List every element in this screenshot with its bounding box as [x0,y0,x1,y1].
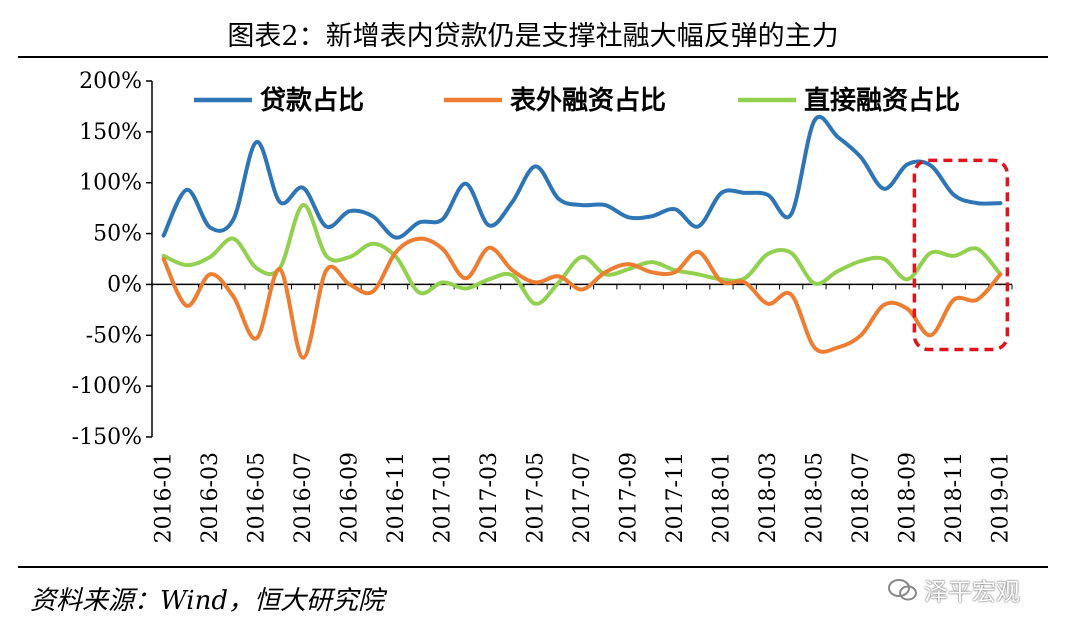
y-tick-label: 150% [79,120,142,145]
legend-label-offbalance: 表外融资占比 [510,86,666,116]
direct-series-line [161,203,1003,306]
watermark-text: 泽平宏观 [924,578,1020,606]
source-note: 资料来源：Wind，恒大研究院 [30,586,384,616]
y-tick-label: -150% [72,425,142,450]
y-tick-label: -50% [86,323,142,348]
offbalance-series-line [161,236,1003,360]
top-divider [18,56,1048,58]
bottom-divider [18,566,1048,568]
x-tick-label: 2017-05 [524,452,549,543]
x-tick-label: 2017-01 [431,452,456,543]
line-chart: -150%-100%-50%0%50%100%150%200% 2016-01 2… [72,69,1014,543]
x-tick-label: 2018-01 [709,452,734,543]
x-tick-label: 2017-09 [616,452,641,543]
loans-series-line [161,114,1003,240]
watermark: 泽平宏观 [888,572,1020,607]
x-tick-label: 2017-11 [663,452,688,543]
x-tick-label: 2016-11 [384,452,409,543]
x-tick-label: 2017-03 [477,452,502,543]
wechat-icon [888,578,917,600]
x-tick-label: 2016-01 [152,452,177,543]
chart-title: 图表2：新增表内贷款仍是支撑社融大幅反弹的主力 [227,21,839,52]
x-axis-ticks: 2016-01 2016-03 2016-05 2016-07 2016-09 2016-… [151,284,1013,543]
y-axis-ticks: -150% -100% -50% 0% 50% 100% 150% 200% [72,69,152,450]
highlight-rectangle [912,158,1010,352]
legend-label-direct: 直接融资占比 [804,86,960,116]
x-tick-label: 2017-07 [570,452,595,543]
x-tick-label: 2016-05 [245,452,270,543]
x-tick-label: 2018-11 [942,452,967,543]
y-tick-label: 200% [79,69,142,94]
y-tick-label: 0% [107,272,142,297]
x-tick-label: 2019-01 [988,452,1013,543]
x-tick-label: 2018-07 [849,452,874,543]
x-tick-label: 2016-03 [198,452,223,543]
legend: 贷款占比 表外融资占比 直接融资占比 [194,85,960,116]
y-tick-label: 50% [93,222,142,247]
highlight-box [912,158,1010,352]
x-tick-label: 2018-05 [802,452,827,543]
y-tick-label: -100% [72,374,142,399]
x-tick-label: 2018-09 [895,452,920,543]
x-tick-label: 2018-03 [756,452,781,543]
series-lines [161,114,1003,360]
chart-axes [151,81,1012,437]
x-tick-label: 2016-07 [291,452,316,543]
x-tick-label: 2016-09 [338,452,363,543]
y-tick-label: 100% [79,171,142,196]
legend-label-loans: 贷款占比 [260,85,364,116]
